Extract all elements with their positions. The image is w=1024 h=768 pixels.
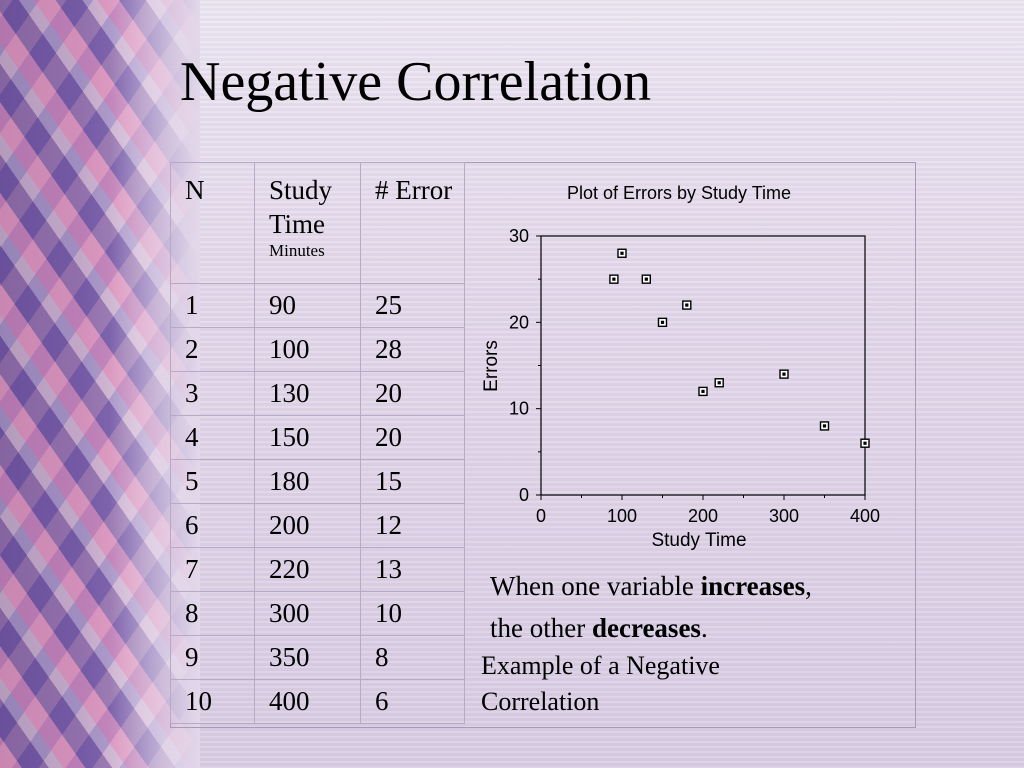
cell-errors: 20 bbox=[360, 415, 465, 460]
y-tick-label: 20 bbox=[509, 312, 529, 332]
scatter-chart: Plot of Errors by Study Time 0 100 200 300 4… bbox=[481, 183, 880, 551]
cell-errors: 20 bbox=[360, 371, 465, 416]
x-tick-label: 400 bbox=[850, 506, 880, 526]
table-row: 8 300 10 bbox=[170, 591, 465, 636]
caption-line-1-punct: , bbox=[805, 571, 812, 601]
data-point-center bbox=[644, 277, 648, 281]
cell-study-time: 350 bbox=[254, 635, 361, 680]
x-tick-label: 300 bbox=[769, 506, 799, 526]
header-study-time-label: Study Time bbox=[269, 175, 333, 239]
header-n: N bbox=[170, 162, 255, 284]
data-point bbox=[617, 248, 627, 258]
cell-n: 10 bbox=[170, 679, 255, 724]
data-points bbox=[609, 248, 870, 448]
chart-title: Plot of Errors by Study Time bbox=[567, 183, 791, 203]
cell-errors: 8 bbox=[360, 635, 465, 680]
cell-errors: 10 bbox=[360, 591, 465, 636]
x-tick-label: 0 bbox=[536, 506, 546, 526]
table-header-row: N Study Time Minutes # Error bbox=[170, 162, 465, 284]
cell-study-time: 90 bbox=[254, 283, 361, 328]
data-point bbox=[609, 274, 619, 284]
y-tick-label: 10 bbox=[509, 399, 529, 419]
cell-n: 9 bbox=[170, 635, 255, 680]
header-study-time: Study Time Minutes bbox=[254, 162, 361, 284]
data-point bbox=[714, 378, 724, 388]
cell-study-time: 130 bbox=[254, 371, 361, 416]
table-row: 3 130 20 bbox=[170, 371, 465, 416]
data-point-center bbox=[620, 251, 624, 255]
slide-title: Negative Correlation bbox=[180, 51, 652, 113]
y-axis-label: Errors bbox=[481, 340, 502, 392]
caption-statement: When one variable increases, the other d… bbox=[490, 565, 812, 649]
data-point bbox=[682, 300, 692, 310]
cell-n: 4 bbox=[170, 415, 255, 460]
data-point bbox=[779, 369, 789, 379]
cell-study-time: 100 bbox=[254, 327, 361, 372]
cell-study-time: 400 bbox=[254, 679, 361, 724]
table-row: 10 400 6 bbox=[170, 679, 465, 724]
axis-ticks: 0 100 200 300 400 0 10 20 30 bbox=[509, 226, 880, 526]
caption-increases: increases bbox=[700, 571, 806, 601]
x-axis-label: Study Time bbox=[651, 530, 746, 551]
caption-decreases: decreases bbox=[591, 613, 701, 643]
caption-line-2-punct: . bbox=[700, 613, 708, 643]
caption-line-2-text: the other bbox=[490, 613, 592, 643]
cell-errors: 25 bbox=[360, 283, 465, 328]
cell-study-time: 200 bbox=[254, 503, 361, 548]
table-row: 4 150 20 bbox=[170, 415, 465, 460]
cell-study-time: 220 bbox=[254, 547, 361, 592]
cell-errors: 28 bbox=[360, 327, 465, 372]
data-point bbox=[641, 274, 652, 284]
data-point bbox=[657, 317, 668, 328]
cell-n: 2 bbox=[170, 327, 255, 372]
data-point-center bbox=[701, 389, 705, 393]
plot-area bbox=[540, 235, 866, 496]
data-point-center bbox=[660, 320, 665, 324]
caption-example: Example of a Negative Correlation bbox=[481, 651, 720, 716]
x-tick-label: 100 bbox=[607, 506, 637, 526]
data-point-center bbox=[863, 441, 867, 445]
x-tick-label: 200 bbox=[688, 506, 718, 526]
caption-line-1-text: When one variable bbox=[490, 571, 701, 601]
data-table: N Study Time Minutes # Error 1 90 25 2 100 28… bbox=[170, 162, 465, 724]
cell-study-time: 150 bbox=[254, 415, 361, 460]
table-row: 9 350 8 bbox=[170, 635, 465, 680]
table-row: 2 100 28 bbox=[170, 327, 465, 372]
cell-n: 7 bbox=[170, 547, 255, 592]
cell-n: 1 bbox=[170, 283, 255, 328]
data-point bbox=[860, 438, 870, 448]
cell-errors: 15 bbox=[360, 459, 465, 504]
table-row: 7 220 13 bbox=[170, 547, 465, 592]
table-row: 6 200 12 bbox=[170, 503, 465, 548]
caption-line-1: When one variable increases, bbox=[490, 565, 812, 607]
data-point-center bbox=[685, 303, 689, 307]
data-point-center bbox=[782, 372, 786, 376]
cell-n: 6 bbox=[170, 503, 255, 548]
table-row: 1 90 25 bbox=[170, 283, 465, 328]
cell-errors: 13 bbox=[360, 547, 465, 592]
header-study-unit: Minutes bbox=[269, 241, 325, 260]
cell-n: 5 bbox=[170, 459, 255, 504]
data-point bbox=[819, 421, 830, 431]
y-tick-label: 0 bbox=[519, 485, 529, 505]
data-point-center bbox=[717, 381, 721, 385]
table-body: 1 90 25 2 100 28 3 130 20 4 150 20 5 180 15 6 200 12 7 220 1… bbox=[170, 283, 465, 724]
data-point-center bbox=[822, 424, 827, 428]
header-errors: # Error bbox=[360, 162, 465, 284]
cell-n: 8 bbox=[170, 591, 255, 636]
y-tick-label: 30 bbox=[509, 226, 529, 246]
cell-errors: 6 bbox=[360, 679, 465, 724]
data-point-center bbox=[612, 277, 616, 281]
table-row: 5 180 15 bbox=[170, 459, 465, 504]
cell-errors: 12 bbox=[360, 503, 465, 548]
decorative-side-band bbox=[0, 0, 200, 768]
caption-line-2: the other decreases. bbox=[490, 607, 812, 649]
cell-n: 3 bbox=[170, 371, 255, 416]
cell-study-time: 180 bbox=[254, 459, 361, 504]
cell-study-time: 300 bbox=[254, 591, 361, 636]
data-point bbox=[698, 386, 708, 397]
